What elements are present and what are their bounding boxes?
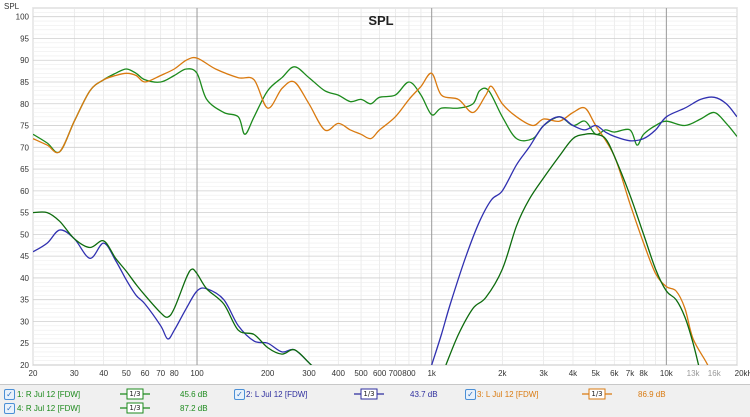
legend-item-value: 86.9 dB — [638, 390, 666, 399]
x-tick-label: 4k — [569, 369, 578, 378]
x-tick-label: 30 — [70, 369, 79, 378]
y-tick-label: 35 — [20, 296, 29, 305]
y-tick-label: 60 — [20, 187, 29, 196]
legend-item-label: 3: L Jul 12 [FDW] — [477, 390, 539, 399]
y-tick-label: 95 — [20, 34, 29, 43]
smoothing-label: 1/3 — [129, 390, 141, 398]
x-tick-label: 5k — [591, 369, 600, 378]
x-tick-label: 3k — [539, 369, 548, 378]
legend-bar: ✓ 1: R Jul 12 [FDW] 1/3 45.6 dB ✓ 2: L J… — [0, 384, 750, 417]
legend-item-value: 43.7 dB — [410, 390, 438, 399]
y-axis-label: SPL — [4, 2, 20, 11]
y-tick-label: 90 — [20, 56, 29, 65]
smoothing-button[interactable]: 1/3 — [354, 388, 384, 400]
y-tick-label: 75 — [20, 122, 29, 131]
legend-item-label: 2: L Jul 12 [FDW] — [246, 390, 308, 399]
y-tick-label: 40 — [20, 274, 29, 283]
x-tick-label: 8k — [639, 369, 648, 378]
check-mark: ✓ — [6, 389, 13, 399]
series-line-4 — [33, 211, 313, 365]
x-tick-label: 400 — [332, 369, 346, 378]
y-tick-label: 50 — [20, 230, 29, 239]
x-tick-label: 20kHz — [735, 369, 750, 378]
y-tick-label: 25 — [20, 339, 29, 348]
x-tick-label: 300 — [302, 369, 316, 378]
legend-item-value: 87.2 dB — [180, 404, 208, 413]
x-tick-label: 10k — [660, 369, 674, 378]
x-tick-label: 2k — [498, 369, 507, 378]
check-mark: ✓ — [236, 389, 243, 399]
x-tick-label: 1k — [427, 369, 436, 378]
y-tick-label: 20 — [20, 361, 29, 370]
series-line-3 — [431, 96, 737, 365]
smoothing-label: 1/3 — [129, 404, 141, 412]
x-tick-label: 7k — [626, 369, 635, 378]
smoothing-button[interactable]: 1/3 — [120, 388, 150, 400]
y-tick-label: 80 — [20, 100, 29, 109]
x-tick-label: 16k — [708, 369, 722, 378]
x-tick-label: 80 — [170, 369, 179, 378]
x-tick-label: 60 — [141, 369, 150, 378]
chart-title: SPL — [368, 13, 393, 28]
x-tick-label: 600 — [373, 369, 387, 378]
spl-chart[interactable]: 20 25 30 35 40 45 50 55 60 65 70 75 80 85 90 95 100 SPL 20… — [0, 0, 750, 384]
x-tick-label: 40 — [99, 369, 108, 378]
smoothing-button[interactable]: 1/3 — [120, 402, 150, 414]
series-line-1 — [33, 66, 737, 154]
checkbox-icon[interactable]: ✓ — [4, 389, 15, 400]
legend-item-2[interactable]: ✓ 2: L Jul 12 [FDW] 1/3 43.7 dB — [232, 387, 462, 402]
checkbox-icon[interactable]: ✓ — [465, 389, 476, 400]
y-tick-label: 100 — [16, 13, 30, 22]
legend-item-label: 4: R Jul 12 [FDW] — [17, 404, 81, 413]
series-line-3 — [33, 229, 313, 365]
x-tick-label: 200 — [261, 369, 275, 378]
y-tick-label: 85 — [20, 78, 29, 87]
check-mark: ✓ — [467, 389, 474, 399]
y-tick-label: 45 — [20, 252, 29, 261]
y-tick-label: 70 — [20, 143, 29, 152]
legend-item-label: 1: R Jul 12 [FDW] — [17, 390, 81, 399]
y-tick-label: 30 — [20, 317, 29, 326]
x-tick-label: 20 — [29, 369, 38, 378]
y-tick-label: 55 — [20, 209, 29, 218]
smoothing-label: 1/3 — [363, 390, 375, 398]
legend-item-4[interactable]: ✓ 4: R Jul 12 [FDW] 1/3 87.2 dB — [0, 401, 230, 416]
x-tick-label: 100 — [190, 369, 204, 378]
x-tick-label: 700 — [389, 369, 403, 378]
x-tick-label: 70 — [156, 369, 165, 378]
y-tick-label: 65 — [20, 165, 29, 174]
legend-item-3[interactable]: ✓ 3: L Jul 12 [FDW] 1/3 86.9 dB — [464, 387, 704, 402]
check-mark: ✓ — [6, 403, 13, 413]
smoothing-label: 1/3 — [591, 390, 603, 398]
x-tick-label: 500 — [354, 369, 368, 378]
legend-item-1[interactable]: ✓ 1: R Jul 12 [FDW] 1/3 45.6 dB — [0, 387, 230, 402]
checkbox-icon[interactable]: ✓ — [234, 389, 245, 400]
smoothing-button[interactable]: 1/3 — [582, 388, 612, 400]
legend-item-value: 45.6 dB — [180, 390, 208, 399]
series-line-4 — [445, 133, 700, 365]
x-tick-label: 13k — [687, 369, 701, 378]
x-tick-label: 50 — [122, 369, 131, 378]
x-tick-label: 800 — [402, 369, 416, 378]
checkbox-icon[interactable]: ✓ — [4, 403, 15, 414]
spl-graph-panel[interactable]: 20 25 30 35 40 45 50 55 60 65 70 75 80 85 90 95 100 SPL 20… — [0, 0, 750, 384]
x-tick-label: 6k — [610, 369, 619, 378]
